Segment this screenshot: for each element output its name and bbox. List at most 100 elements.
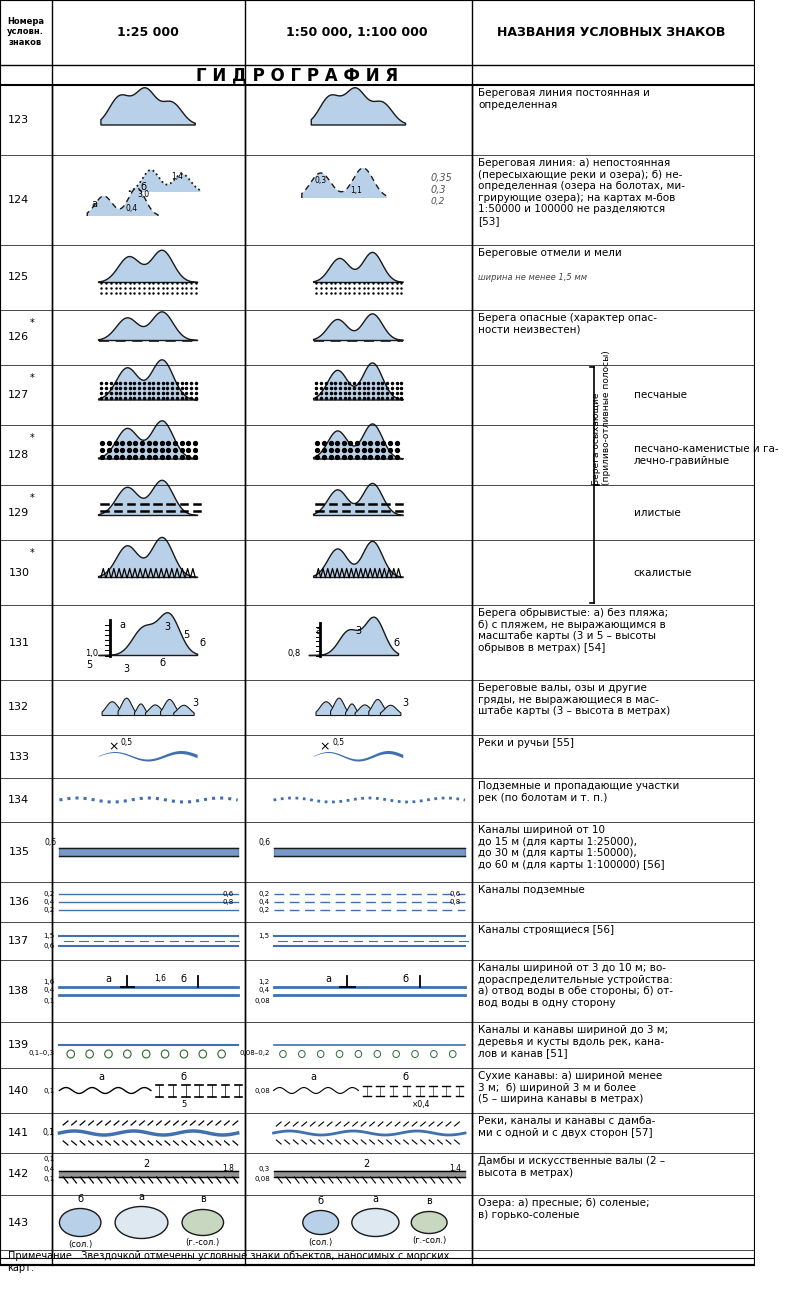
Ellipse shape xyxy=(352,1208,399,1237)
Text: песчаные: песчаные xyxy=(634,390,687,400)
Text: 3: 3 xyxy=(402,698,409,709)
Text: 127: 127 xyxy=(8,390,30,400)
Text: 0,6: 0,6 xyxy=(43,942,54,949)
Polygon shape xyxy=(311,88,406,125)
Polygon shape xyxy=(314,541,403,577)
Text: 1,8: 1,8 xyxy=(222,1164,234,1174)
Ellipse shape xyxy=(302,1211,338,1234)
Polygon shape xyxy=(314,314,403,341)
Polygon shape xyxy=(314,423,403,460)
Text: 0,6: 0,6 xyxy=(45,838,57,847)
Text: 1,5: 1,5 xyxy=(258,933,270,939)
Text: б: б xyxy=(402,973,409,984)
Polygon shape xyxy=(309,617,398,656)
Text: 0,3: 0,3 xyxy=(258,1166,270,1172)
Text: 136: 136 xyxy=(8,897,30,908)
Text: в: в xyxy=(200,1194,206,1205)
Text: Береговая линия: а) непостоянная
(пересыхающие реки и озера); б) не-
определенна: Береговая линия: а) непостоянная (пересы… xyxy=(478,158,686,226)
Text: Берега опасные (характер опас-
ности неизвестен): Берега опасные (характер опас- ности неи… xyxy=(478,312,658,334)
Text: 0,4: 0,4 xyxy=(126,204,138,213)
Text: 3: 3 xyxy=(123,665,130,674)
Text: 5: 5 xyxy=(86,661,93,670)
Text: 132: 132 xyxy=(8,702,30,713)
Text: песчано-каменистые и га-
лечно-гравийные: песчано-каменистые и га- лечно-гравийные xyxy=(634,444,778,466)
Text: а: а xyxy=(91,199,98,209)
Text: ширина не менее 1,5 мм: ширина не менее 1,5 мм xyxy=(478,272,587,281)
Ellipse shape xyxy=(182,1210,223,1235)
Text: Подземные и пропадающие участки
рек (по болотам и т. п.): Подземные и пропадающие участки рек (по … xyxy=(478,781,679,803)
Text: 0,5: 0,5 xyxy=(121,738,133,747)
Text: 0,2: 0,2 xyxy=(430,198,445,207)
Text: 0,4: 0,4 xyxy=(43,899,54,905)
Text: 135: 135 xyxy=(8,847,30,857)
Text: а: а xyxy=(99,1073,105,1082)
Text: Дамбы и искусственные валы (2 –
высота в метрах): Дамбы и искусственные валы (2 – высота в… xyxy=(478,1155,666,1177)
Text: 0,6: 0,6 xyxy=(450,891,462,897)
Text: 1,0: 1,0 xyxy=(85,649,98,658)
Text: 1,4: 1,4 xyxy=(171,173,183,182)
Text: 128: 128 xyxy=(8,451,30,460)
Text: 5: 5 xyxy=(182,1100,186,1109)
Text: 0,3: 0,3 xyxy=(314,176,326,185)
Polygon shape xyxy=(314,483,403,515)
Text: 0,3: 0,3 xyxy=(430,185,446,195)
Polygon shape xyxy=(98,480,198,515)
Text: 133: 133 xyxy=(8,751,30,762)
Text: Сухие канавы: а) шириной менее
3 м;  б) шириной 3 м и более
(5 – ширина канавы в: Сухие канавы: а) шириной менее 3 м; б) ш… xyxy=(478,1072,662,1104)
Text: Реки, каналы и канавы с дамба-
ми с одной и с двух сторон [57]: Реки, каналы и канавы с дамба- ми с одно… xyxy=(478,1115,655,1137)
Text: а: а xyxy=(326,973,331,984)
Polygon shape xyxy=(98,421,198,460)
Text: 0,08: 0,08 xyxy=(254,1087,270,1093)
Text: 0,1–0,3: 0,1–0,3 xyxy=(29,1050,54,1056)
Polygon shape xyxy=(314,363,403,400)
Text: 3: 3 xyxy=(192,698,198,709)
Text: ×: × xyxy=(108,740,118,753)
Text: 0,5: 0,5 xyxy=(332,738,344,747)
Polygon shape xyxy=(87,188,158,216)
Text: б: б xyxy=(77,1193,83,1203)
Polygon shape xyxy=(146,705,165,715)
Text: 0,35: 0,35 xyxy=(430,173,452,183)
Text: 138: 138 xyxy=(8,986,30,995)
Text: 3,0: 3,0 xyxy=(138,190,150,199)
Text: *: * xyxy=(30,432,35,443)
Text: 1:25 000: 1:25 000 xyxy=(117,26,179,39)
Text: а: а xyxy=(106,973,111,984)
Text: 3: 3 xyxy=(164,622,170,633)
Text: Каналы и канавы шириной до 3 м;
деревья и кусты вдоль рек, кана-
лов и канав [51: Каналы и канавы шириной до 3 м; деревья … xyxy=(478,1025,669,1059)
Text: Береговые валы, озы и другие
гряды, не выражающиеся в мас-
штабе карты (3 – высо: Береговые валы, озы и другие гряды, не в… xyxy=(478,683,670,717)
Text: Каналы строящиеся [56]: Каналы строящиеся [56] xyxy=(478,924,614,935)
Text: 1,5: 1,5 xyxy=(43,933,54,939)
Text: а: а xyxy=(138,1192,145,1202)
Text: Берега осыхающие
(приливо-отливные полосы): Берега осыхающие (приливо-отливные полос… xyxy=(592,350,611,485)
Text: (г.-сол.): (г.-сол.) xyxy=(186,1238,220,1247)
Text: 0,1: 0,1 xyxy=(42,1128,54,1137)
Text: 134: 134 xyxy=(8,795,30,806)
Polygon shape xyxy=(346,704,358,715)
Polygon shape xyxy=(302,168,386,198)
Text: Береговая линия постоянная и
определенная: Береговая линия постоянная и определенна… xyxy=(478,88,650,110)
Text: (г.-сол.): (г.-сол.) xyxy=(412,1237,446,1246)
Text: 0,1: 0,1 xyxy=(43,1176,54,1183)
Polygon shape xyxy=(98,537,198,577)
Text: Берега обрывистые: а) без пляжа;
б) с пляжем, не выражающимся в
масштабе карты (: Берега обрывистые: а) без пляжа; б) с пл… xyxy=(478,608,669,653)
Text: *: * xyxy=(30,493,35,503)
Polygon shape xyxy=(174,705,194,715)
Text: Номера
условн.
знаков: Номера условн. знаков xyxy=(7,17,44,46)
Text: 0,2: 0,2 xyxy=(258,908,270,913)
Text: 0,4: 0,4 xyxy=(258,899,270,905)
Polygon shape xyxy=(161,700,178,715)
Text: б: б xyxy=(181,973,187,984)
Text: б: б xyxy=(200,639,206,648)
Text: 0,2: 0,2 xyxy=(43,891,54,897)
Text: б: б xyxy=(159,658,166,669)
Text: НАЗВАНИЯ УСЛОВНЫХ ЗНАКОВ: НАЗВАНИЯ УСЛОВНЫХ ЗНАКОВ xyxy=(497,26,726,39)
Text: Озера: а) пресные; б) соленые;
в) горько-соленые: Озера: а) пресные; б) соленые; в) горько… xyxy=(478,1198,650,1220)
Text: б: б xyxy=(393,639,399,648)
Text: ×0,4: ×0,4 xyxy=(412,1100,431,1109)
Text: а: а xyxy=(373,1193,378,1203)
Text: 0,08: 0,08 xyxy=(254,1176,270,1183)
Text: 0,4: 0,4 xyxy=(43,988,54,993)
Text: б: б xyxy=(181,1072,187,1082)
Ellipse shape xyxy=(115,1207,168,1238)
